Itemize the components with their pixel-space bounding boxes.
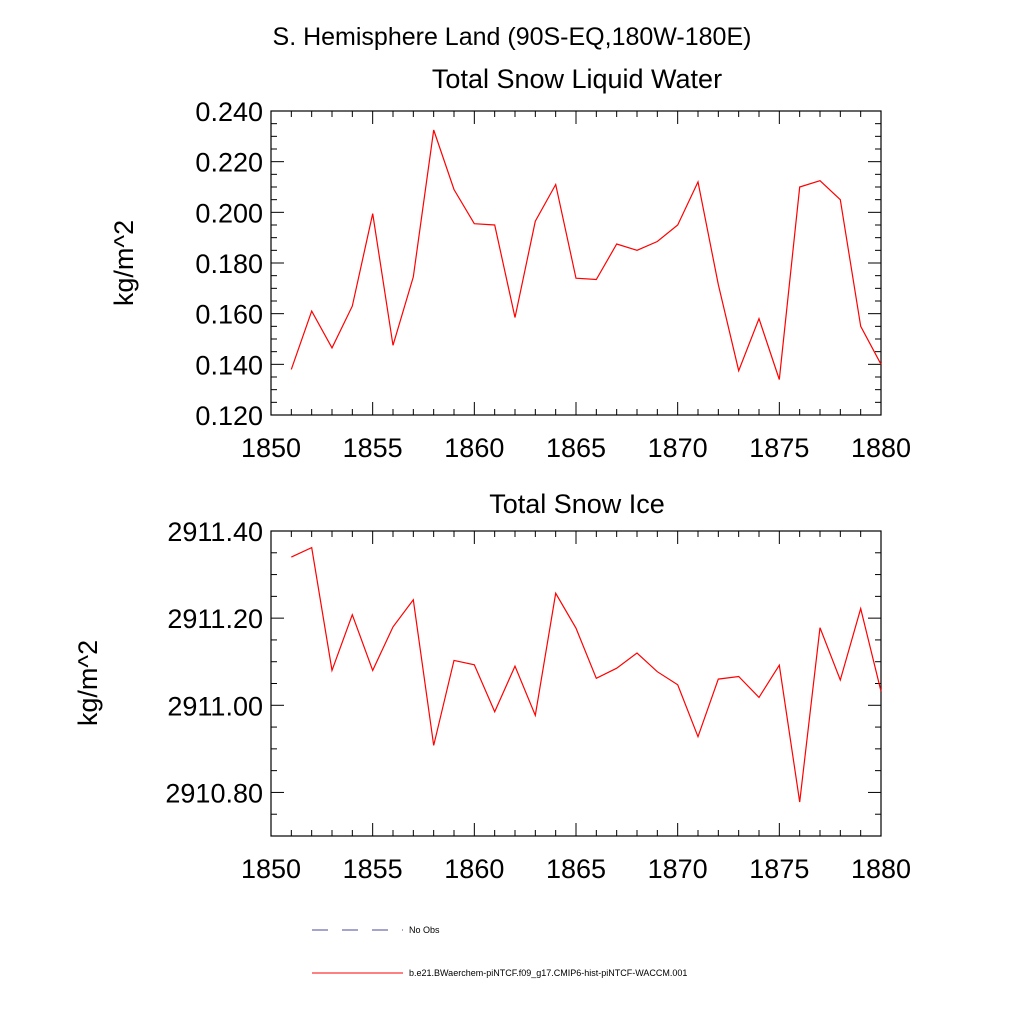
y-tick-label: 2910.80 bbox=[165, 778, 263, 808]
y-axis: 0.120 0.140 0.160 0.180 0.200 0.220 0.240 bbox=[195, 97, 881, 431]
y-tick-label: 0.120 bbox=[195, 401, 263, 431]
x-tick-label: 1870 bbox=[648, 433, 708, 463]
y-tick-label: 0.140 bbox=[195, 350, 263, 380]
x-tick-label: 1865 bbox=[546, 854, 606, 884]
y-tick-label: 0.180 bbox=[195, 249, 263, 279]
y-tick-label: 0.220 bbox=[195, 148, 263, 178]
x-tick-label: 1865 bbox=[546, 433, 606, 463]
plot-area bbox=[291, 546, 882, 803]
plot-frame bbox=[270, 530, 882, 837]
y-tick-label: 0.240 bbox=[195, 97, 263, 127]
y-tick-label: 2911.20 bbox=[167, 604, 263, 634]
page-title: S. Hemisphere Land (90S-EQ,180W-180E) bbox=[273, 23, 752, 51]
series-line bbox=[291, 546, 882, 803]
y-tick-label: 2911.00 bbox=[167, 691, 263, 721]
x-tick-label: 1870 bbox=[648, 854, 708, 884]
x-tick-label: 1875 bbox=[749, 433, 809, 463]
legend-model-label: b.e21.BWaerchem-piNTCF.f09_g17.CMIP6-his… bbox=[409, 968, 687, 978]
x-axis: 1850 1855 1860 1865 1870 1875 1880 bbox=[241, 111, 911, 463]
x-axis: 1850 1855 1860 1865 1870 1875 1880 bbox=[241, 531, 911, 884]
x-tick-label: 1855 bbox=[343, 433, 403, 463]
panel-title: Total Snow Liquid Water bbox=[432, 64, 722, 94]
y-tick-label: 0.200 bbox=[195, 198, 263, 228]
x-tick-label: 1860 bbox=[444, 433, 504, 463]
x-tick-label: 1850 bbox=[241, 854, 301, 884]
x-tick-label: 1855 bbox=[343, 854, 403, 884]
legend-obs-label: No Obs bbox=[409, 925, 440, 935]
panel-snow-ice: Total Snow Ice kg/m^2 1850 1855 1860 1865 18… bbox=[73, 489, 911, 884]
x-tick-label: 1860 bbox=[444, 854, 504, 884]
y-axis-label: kg/m^2 bbox=[109, 220, 139, 306]
x-tick-label: 1875 bbox=[749, 854, 809, 884]
series-line bbox=[290, 129, 882, 380]
panel-snow-liquid-water: Total Snow Liquid Water kg/m^2 1850 1855 1… bbox=[109, 64, 911, 463]
legend: No Obs b.e21.BWaerchem-piNTCF.f09_g17.CM… bbox=[312, 925, 687, 978]
panel-title: Total Snow Ice bbox=[489, 489, 665, 519]
x-tick-label: 1880 bbox=[851, 854, 911, 884]
plot-area bbox=[290, 129, 882, 380]
y-tick-label: 0.160 bbox=[195, 300, 263, 330]
x-tick-label: 1880 bbox=[851, 433, 911, 463]
y-axis: 2910.80 2911.00 2911.20 2911.40 bbox=[165, 517, 881, 837]
y-tick-label: 2911.40 bbox=[167, 517, 263, 547]
plot-frame bbox=[270, 110, 882, 416]
y-axis-label: kg/m^2 bbox=[73, 640, 103, 726]
x-tick-label: 1850 bbox=[241, 433, 301, 463]
